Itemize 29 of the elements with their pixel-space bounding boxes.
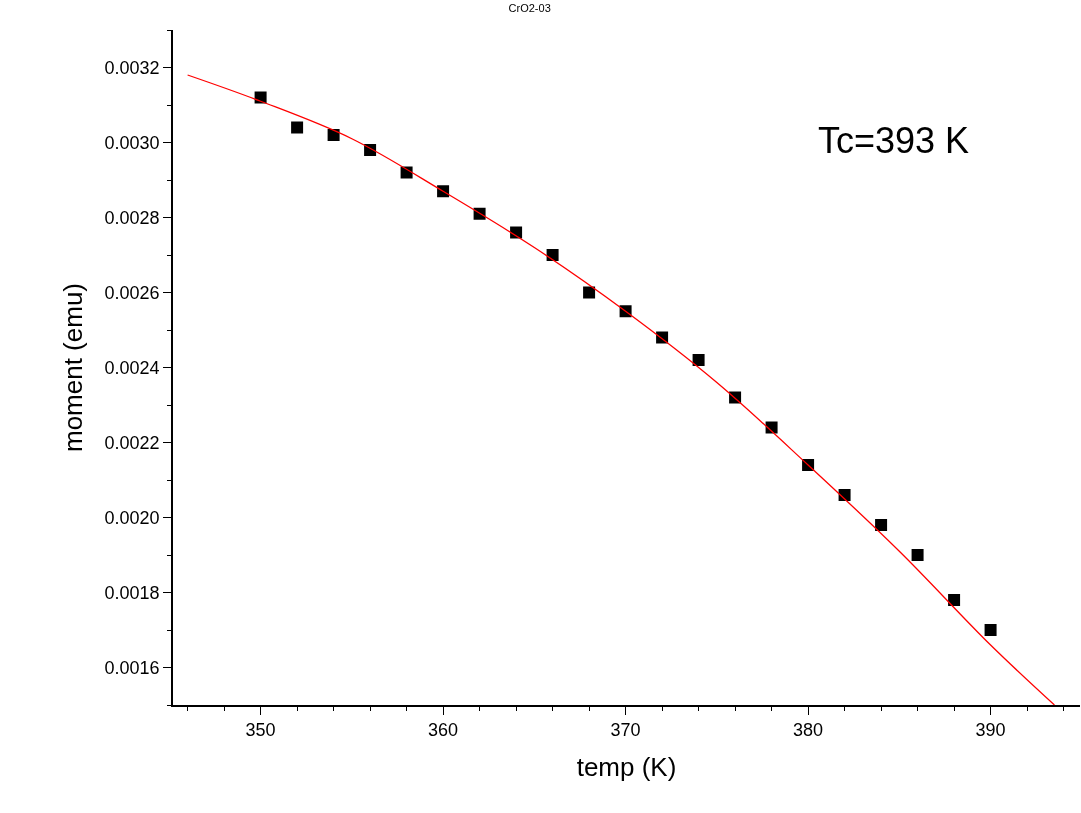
point	[875, 519, 888, 531]
point	[583, 286, 596, 299]
point	[911, 549, 924, 561]
x-tick-label: 370	[610, 720, 641, 741]
y-tick-label: 0.0018	[104, 582, 160, 603]
point	[291, 121, 304, 134]
annotation: Tc=393 K	[818, 120, 970, 161]
y-tick-label: 0.0030	[104, 132, 160, 153]
x-tick-label: 380	[793, 720, 824, 741]
point	[546, 249, 559, 261]
y-tick-label: 0.0016	[104, 657, 160, 678]
point	[692, 354, 705, 366]
y-tick-label: 0.0020	[104, 507, 160, 528]
line-series	[186, 74, 1056, 705]
point	[948, 594, 961, 606]
y-tick-label: 0.0026	[104, 282, 160, 303]
point	[765, 421, 778, 434]
chart-title: CrO2-03	[508, 1, 551, 14]
y-tick-label: 0.0028	[104, 207, 160, 228]
y-tick-label: 0.0022	[104, 432, 160, 453]
x-axis-title: temp (K)	[576, 751, 677, 782]
y-tick-label: 0.0032	[104, 57, 160, 78]
point	[327, 129, 340, 141]
y-tick-label: 0.0024	[104, 357, 160, 378]
y-axis-title: moment (emu)	[58, 282, 89, 453]
x-tick-label: 350	[245, 720, 276, 741]
point	[984, 624, 997, 636]
x-tick-label: 360	[428, 720, 459, 741]
x-tick-label: 390	[975, 720, 1006, 741]
